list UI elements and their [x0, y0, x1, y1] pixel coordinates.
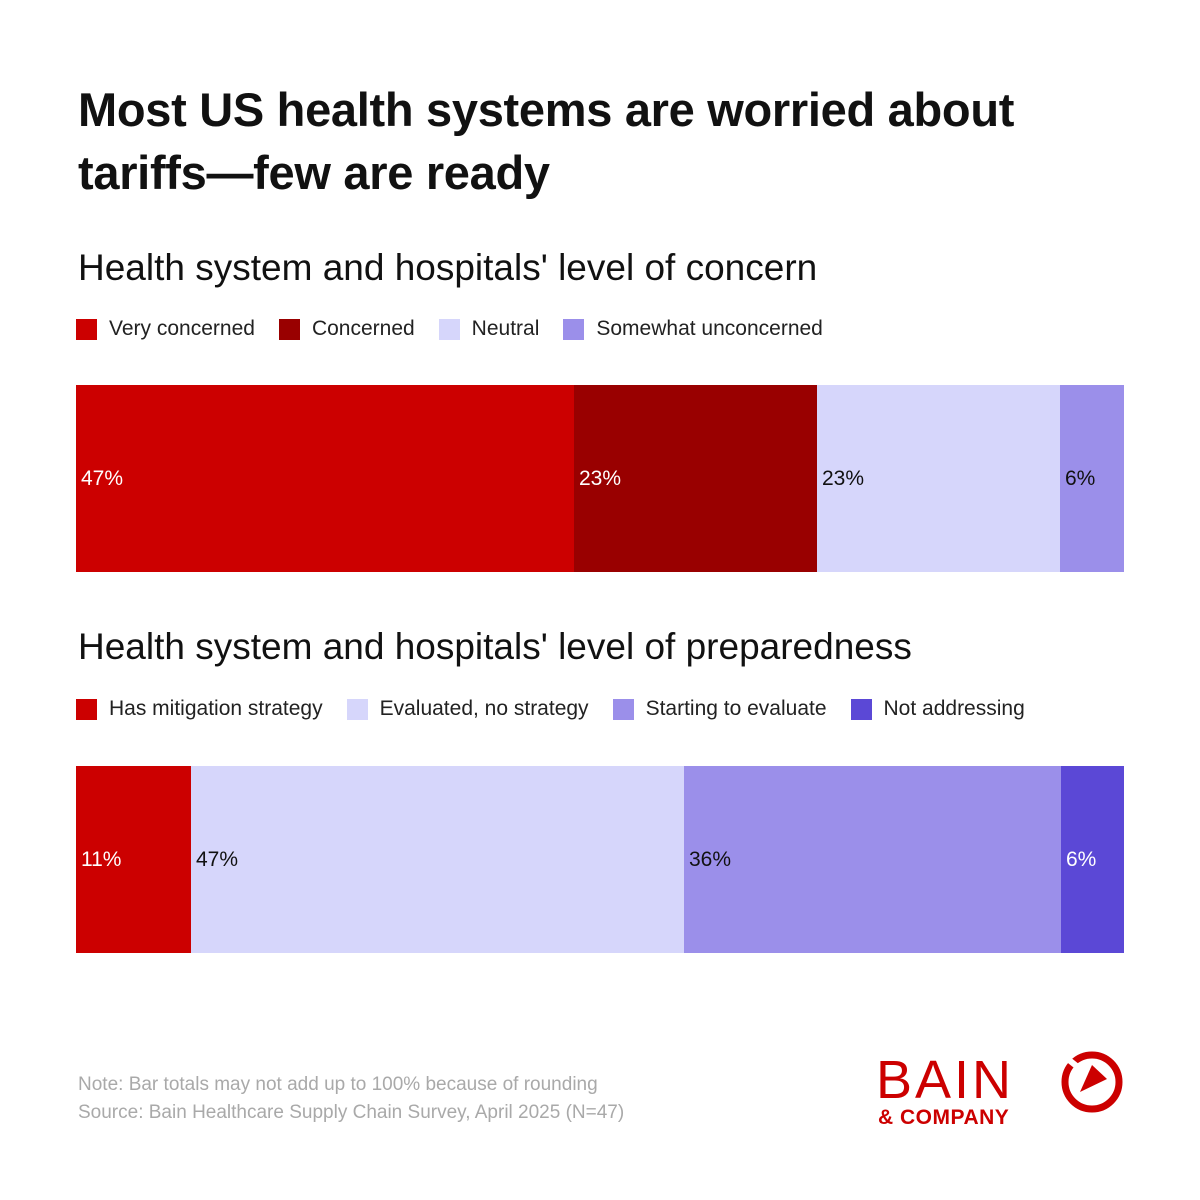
bar-segment-somewhat-unconcerned: 6% [1060, 385, 1124, 572]
legend-item-evaluated-no-strategy: Evaluated, no strategy [346, 697, 589, 721]
bar-segment-neutral: 23% [817, 385, 1060, 572]
legend-label: Very concerned [109, 317, 255, 340]
logo-subtext: & COMPANY [878, 1106, 1009, 1129]
legend-swatch [563, 318, 585, 340]
data-label: 47% [81, 466, 124, 490]
legend-item-somewhat-unconcerned: Somewhat unconcerned [563, 317, 823, 341]
chart-title: Most US health systems are worried about… [78, 83, 1015, 199]
bain-company-logo: BAIN & COMPANY [876, 1048, 1128, 1132]
concern-chart-subtitle: Health system and hospitals' level of co… [78, 247, 818, 288]
rounding-note: Note: Bar totals may not add up to 100% … [78, 1074, 598, 1095]
bar-segment-starting-to-evaluate: 36% [684, 766, 1061, 953]
legend-swatch [612, 698, 634, 720]
footnote: Note: Bar totals may not add up to 100% … [78, 1071, 624, 1127]
preparedness-legend: Has mitigation strategy Evaluated, no str… [76, 696, 1049, 722]
legend-label: Has mitigation strategy [109, 697, 323, 720]
logo-wordmark: BAIN [876, 1050, 1014, 1110]
data-label: 6% [1065, 466, 1096, 490]
legend-label: Not addressing [883, 697, 1025, 720]
bar-segment-has-mitigation-strategy: 11% [76, 766, 191, 953]
data-label: 11% [81, 847, 122, 871]
bain-logo-mark: BAIN & COMPANY [876, 1050, 1123, 1129]
concern-stacked-bar: 47% 23% 23% 6% [76, 385, 1124, 572]
preparedness-stacked-bar: 11% 47% 36% 6% [76, 766, 1124, 953]
legend-swatch [438, 318, 460, 340]
legend-swatch [850, 698, 872, 720]
source-note: Source: Bain Healthcare Supply Chain Sur… [78, 1102, 625, 1123]
data-label: 47% [196, 847, 239, 871]
legend-label: Starting to evaluate [645, 697, 827, 720]
legend-swatch [346, 698, 368, 720]
legend-label: Evaluated, no strategy [379, 697, 589, 720]
legend-label: Somewhat unconcerned [596, 317, 823, 340]
data-label: 23% [822, 466, 865, 490]
legend-item-starting-to-evaluate: Starting to evaluate [612, 697, 827, 721]
data-label: 36% [689, 847, 732, 871]
preparedness-chart-subtitle: Health system and hospitals' level of pr… [78, 626, 912, 667]
legend-swatch [76, 318, 97, 340]
legend-item-concerned: Concerned [278, 317, 415, 341]
bar-segment-not-addressing: 6% [1061, 766, 1124, 953]
compass-icon [1061, 1051, 1123, 1113]
legend-swatch [278, 318, 300, 340]
legend-item-has-mitigation-strategy: Has mitigation strategy [76, 697, 323, 721]
bar-segment-very-concerned: 47% [76, 385, 574, 572]
legend-item-not-addressing: Not addressing [850, 697, 1025, 721]
legend-item-very-concerned: Very concerned [76, 317, 255, 341]
data-label: 6% [1066, 847, 1097, 871]
data-label: 23% [579, 466, 622, 490]
legend-label: Concerned [311, 317, 415, 340]
concern-legend: Very concerned Concerned Neutral Somewhat u… [76, 316, 847, 342]
legend-item-neutral: Neutral [438, 317, 540, 341]
legend-swatch [76, 698, 97, 720]
bar-segment-concerned: 23% [574, 385, 817, 572]
bar-segment-evaluated-no-strategy: 47% [191, 766, 684, 953]
legend-label: Neutral [471, 317, 540, 340]
